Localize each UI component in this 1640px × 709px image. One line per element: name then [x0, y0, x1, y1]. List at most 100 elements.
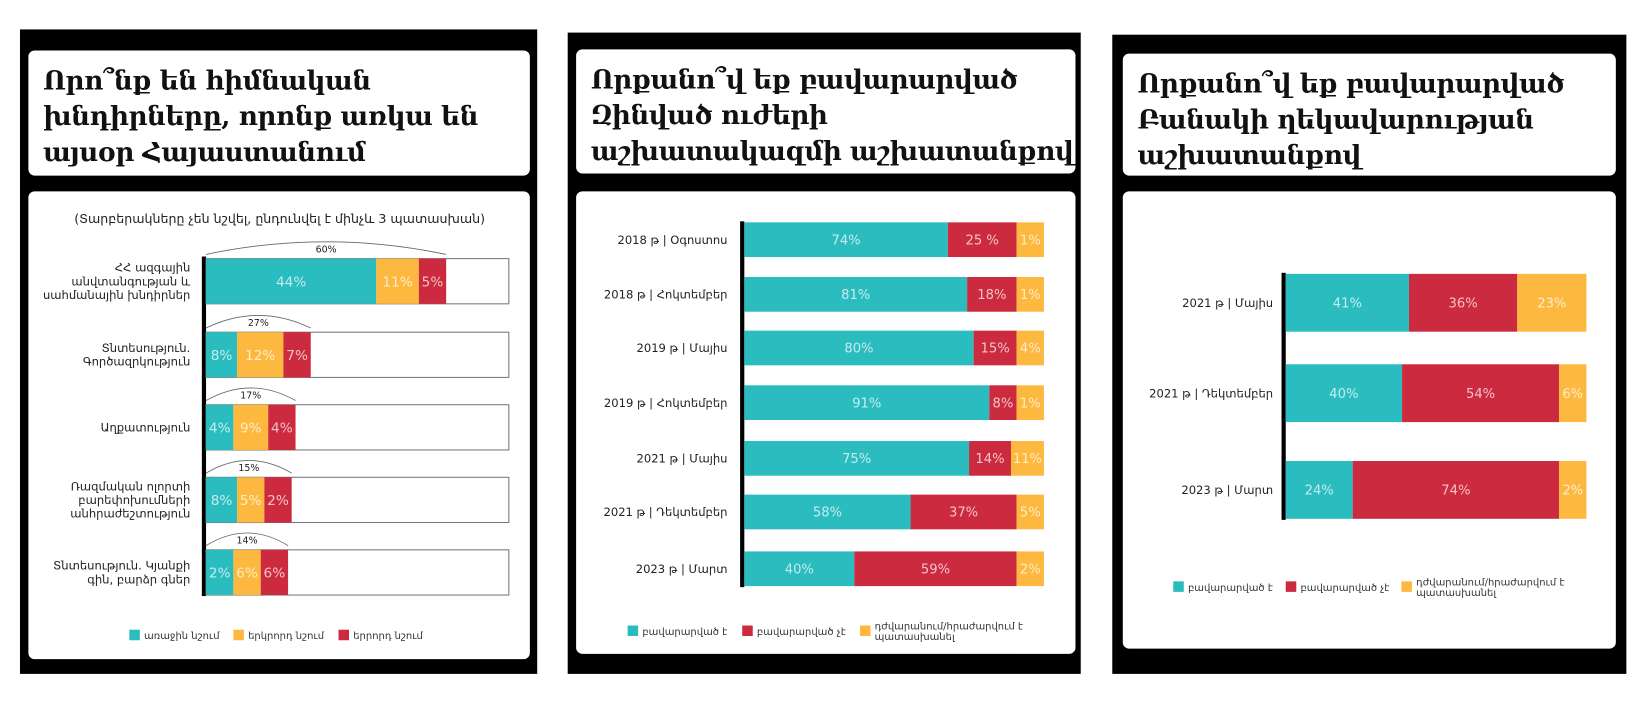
legend-swatch — [1401, 581, 1412, 592]
legend-label: պատասխանել — [1416, 588, 1497, 599]
bar-value-label: 58% — [813, 506, 842, 521]
title-line: աշխատանքով — [1137, 139, 1362, 171]
category-label: Ռազմական ոլորտի բարեփոխումների անհրաժեշտու… — [70, 479, 190, 520]
category-label: Աղքատություն — [101, 420, 191, 434]
category-label: 2021 թ | Դեկտեմբեր — [1149, 386, 1273, 400]
total-bracket — [205, 241, 447, 255]
bar-value-label: 4% — [271, 421, 293, 437]
legend-label: բավարարված է — [1188, 583, 1273, 594]
title-line: խնդիրները, որոնք առկա են — [43, 100, 478, 132]
bar-value-label: 91% — [852, 396, 881, 411]
title-box-3: Որքանո՞վ եք բավարարված Բանակի ղեկավարութ… — [1122, 53, 1616, 176]
bar-segment — [376, 258, 419, 304]
total-bracket — [205, 387, 296, 401]
title-line: Որո՞նք են հիմնական — [43, 65, 371, 96]
legend-label: երկրորդ նշում — [248, 631, 325, 642]
total-label: 17% — [240, 390, 261, 401]
bar-value-label: 4% — [209, 421, 231, 437]
bar-value-label: 1% — [1020, 233, 1041, 248]
legend-label: դժվարանում/հրաժարվում է — [1416, 578, 1564, 589]
legend-label: երրորդ նշում — [353, 631, 423, 642]
title-box-2: Որքանո՞վ եք բավարարված Զինված ուժերի աշխ… — [576, 49, 1076, 174]
bar-segment — [969, 441, 1011, 476]
bar-value-label: 15% — [981, 342, 1010, 357]
bar-value-label: 59% — [921, 562, 950, 577]
bar-value-label: 9% — [240, 421, 262, 437]
title-line: Որքանո՞վ եք բավարարված — [1137, 68, 1565, 99]
legend-label: բավարարված չէ — [757, 627, 846, 638]
legend-label: պատասխանել — [875, 632, 956, 643]
bar-segment — [967, 277, 1017, 312]
category-label: 2019 թ | Մայիս — [637, 341, 728, 355]
total-bracket — [205, 532, 289, 546]
bar-segment — [418, 258, 447, 304]
bar-value-label: 6% — [236, 566, 258, 582]
bar-value-label: 74% — [1441, 484, 1470, 499]
bar-segment — [206, 258, 377, 304]
bar-value-label: 23% — [1537, 297, 1566, 312]
bar-value-label: 6% — [1562, 387, 1583, 402]
bar-value-label: 5% — [422, 274, 444, 290]
total-label: 15% — [238, 463, 259, 474]
legend-swatch — [1285, 581, 1297, 592]
bar-segment — [744, 441, 970, 476]
category-label: Տնտեսություն. Գործազրկություն — [83, 341, 190, 369]
bar-value-label: 14% — [975, 452, 1004, 467]
legend-label: բավարարված է — [642, 627, 727, 638]
bar-value-label: 41% — [1333, 297, 1362, 312]
legend-swatch — [233, 629, 244, 641]
category-label: 2023 թ | Մարտ — [1181, 483, 1273, 497]
category-label: 2018 թ | Օգոստոս — [617, 233, 727, 247]
bar-segment — [910, 494, 1017, 530]
bar-value-label: 18% — [977, 288, 1006, 303]
category-label: ՀՀ ազգային անվտանգության և սահմանային խնդի… — [43, 261, 191, 302]
bar-value-label: 75% — [842, 452, 871, 467]
bar-value-label: 44% — [276, 274, 306, 290]
title-line: այսօր Հայաստանում — [43, 136, 366, 168]
bar-segment — [1016, 385, 1044, 420]
bar-segment — [264, 477, 292, 523]
legend-label: բավարարված չէ — [1300, 583, 1389, 594]
bar-segment — [283, 332, 311, 378]
bar-segment — [1016, 277, 1044, 312]
bar-value-label: 81% — [841, 288, 870, 303]
bar-value-label: 6% — [264, 566, 286, 582]
legend-swatch — [859, 625, 871, 637]
total-bracket — [205, 315, 311, 329]
bar-segment — [947, 222, 1017, 258]
y-axis-line — [201, 256, 207, 597]
bar-value-label: 2% — [1562, 484, 1583, 499]
bar-value-label: 1% — [1020, 396, 1041, 411]
bar-segment — [1016, 330, 1044, 366]
bar-value-label: 40% — [785, 562, 814, 577]
bar-value-label: 2% — [209, 566, 231, 582]
bar-segment — [744, 277, 968, 312]
legend-swatch — [129, 629, 140, 641]
bar-segment — [260, 549, 289, 596]
category-label: 2021 թ | Մայիս — [1182, 296, 1273, 310]
bar-segment — [237, 477, 265, 523]
bar-value-label: 2% — [1020, 562, 1041, 577]
bar-value-label: 24% — [1305, 484, 1334, 499]
bar-segment — [1016, 551, 1044, 587]
category-label: Տնտեսություն. Կյանքի գին, բարձր գներ — [53, 559, 190, 587]
category-label: 2018 թ | Հոկտեմբեր — [604, 288, 728, 302]
category-label: 2019 թ | Հոկտեմբեր — [604, 396, 728, 410]
legend-label: առաջին նշում — [144, 631, 220, 642]
total-label: 14% — [237, 536, 258, 547]
bar-value-label: 8% — [993, 396, 1014, 411]
bar-value-label: 40% — [1329, 387, 1358, 402]
bar-segment — [1010, 441, 1044, 476]
bar-segment — [744, 494, 911, 530]
bar-value-label: 11% — [382, 274, 412, 290]
bar-value-label: 36% — [1449, 297, 1478, 312]
title-line: Որքանո՞վ եք բավարարված — [590, 64, 1018, 95]
total-label: 27% — [248, 318, 269, 329]
bar-segment — [233, 549, 261, 596]
chart-subtitle: (Տարբերակները չեն նշվել, ընդունվել է մին… — [74, 211, 485, 226]
bar-value-label: 80% — [844, 342, 873, 357]
bar-segment — [1285, 460, 1353, 519]
legend-swatch — [627, 625, 639, 637]
bar-value-label: 11% — [1013, 452, 1042, 467]
